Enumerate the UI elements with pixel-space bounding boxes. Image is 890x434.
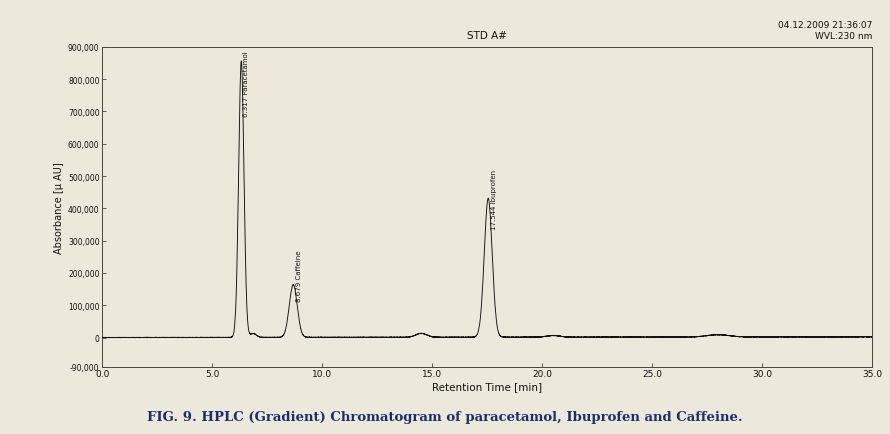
Text: FIG. 9. HPLC (Gradient) Chromatogram of paracetamol, Ibuprofen and Caffeine.: FIG. 9. HPLC (Gradient) Chromatogram of … (147, 410, 743, 423)
Text: 8.679 Caffeine: 8.679 Caffeine (295, 250, 302, 301)
Y-axis label: Absorbance [µ AU]: Absorbance [µ AU] (53, 161, 64, 253)
Text: 17.544 Ibuprofen: 17.544 Ibuprofen (491, 170, 497, 230)
Text: 04.12.2009 21:36:07
WVL:230 nm: 04.12.2009 21:36:07 WVL:230 nm (778, 21, 872, 41)
X-axis label: Retention Time [min]: Retention Time [min] (433, 381, 542, 391)
Text: STD A#: STD A# (467, 31, 507, 41)
Text: 6.317 Paracetamol: 6.317 Paracetamol (244, 52, 249, 117)
